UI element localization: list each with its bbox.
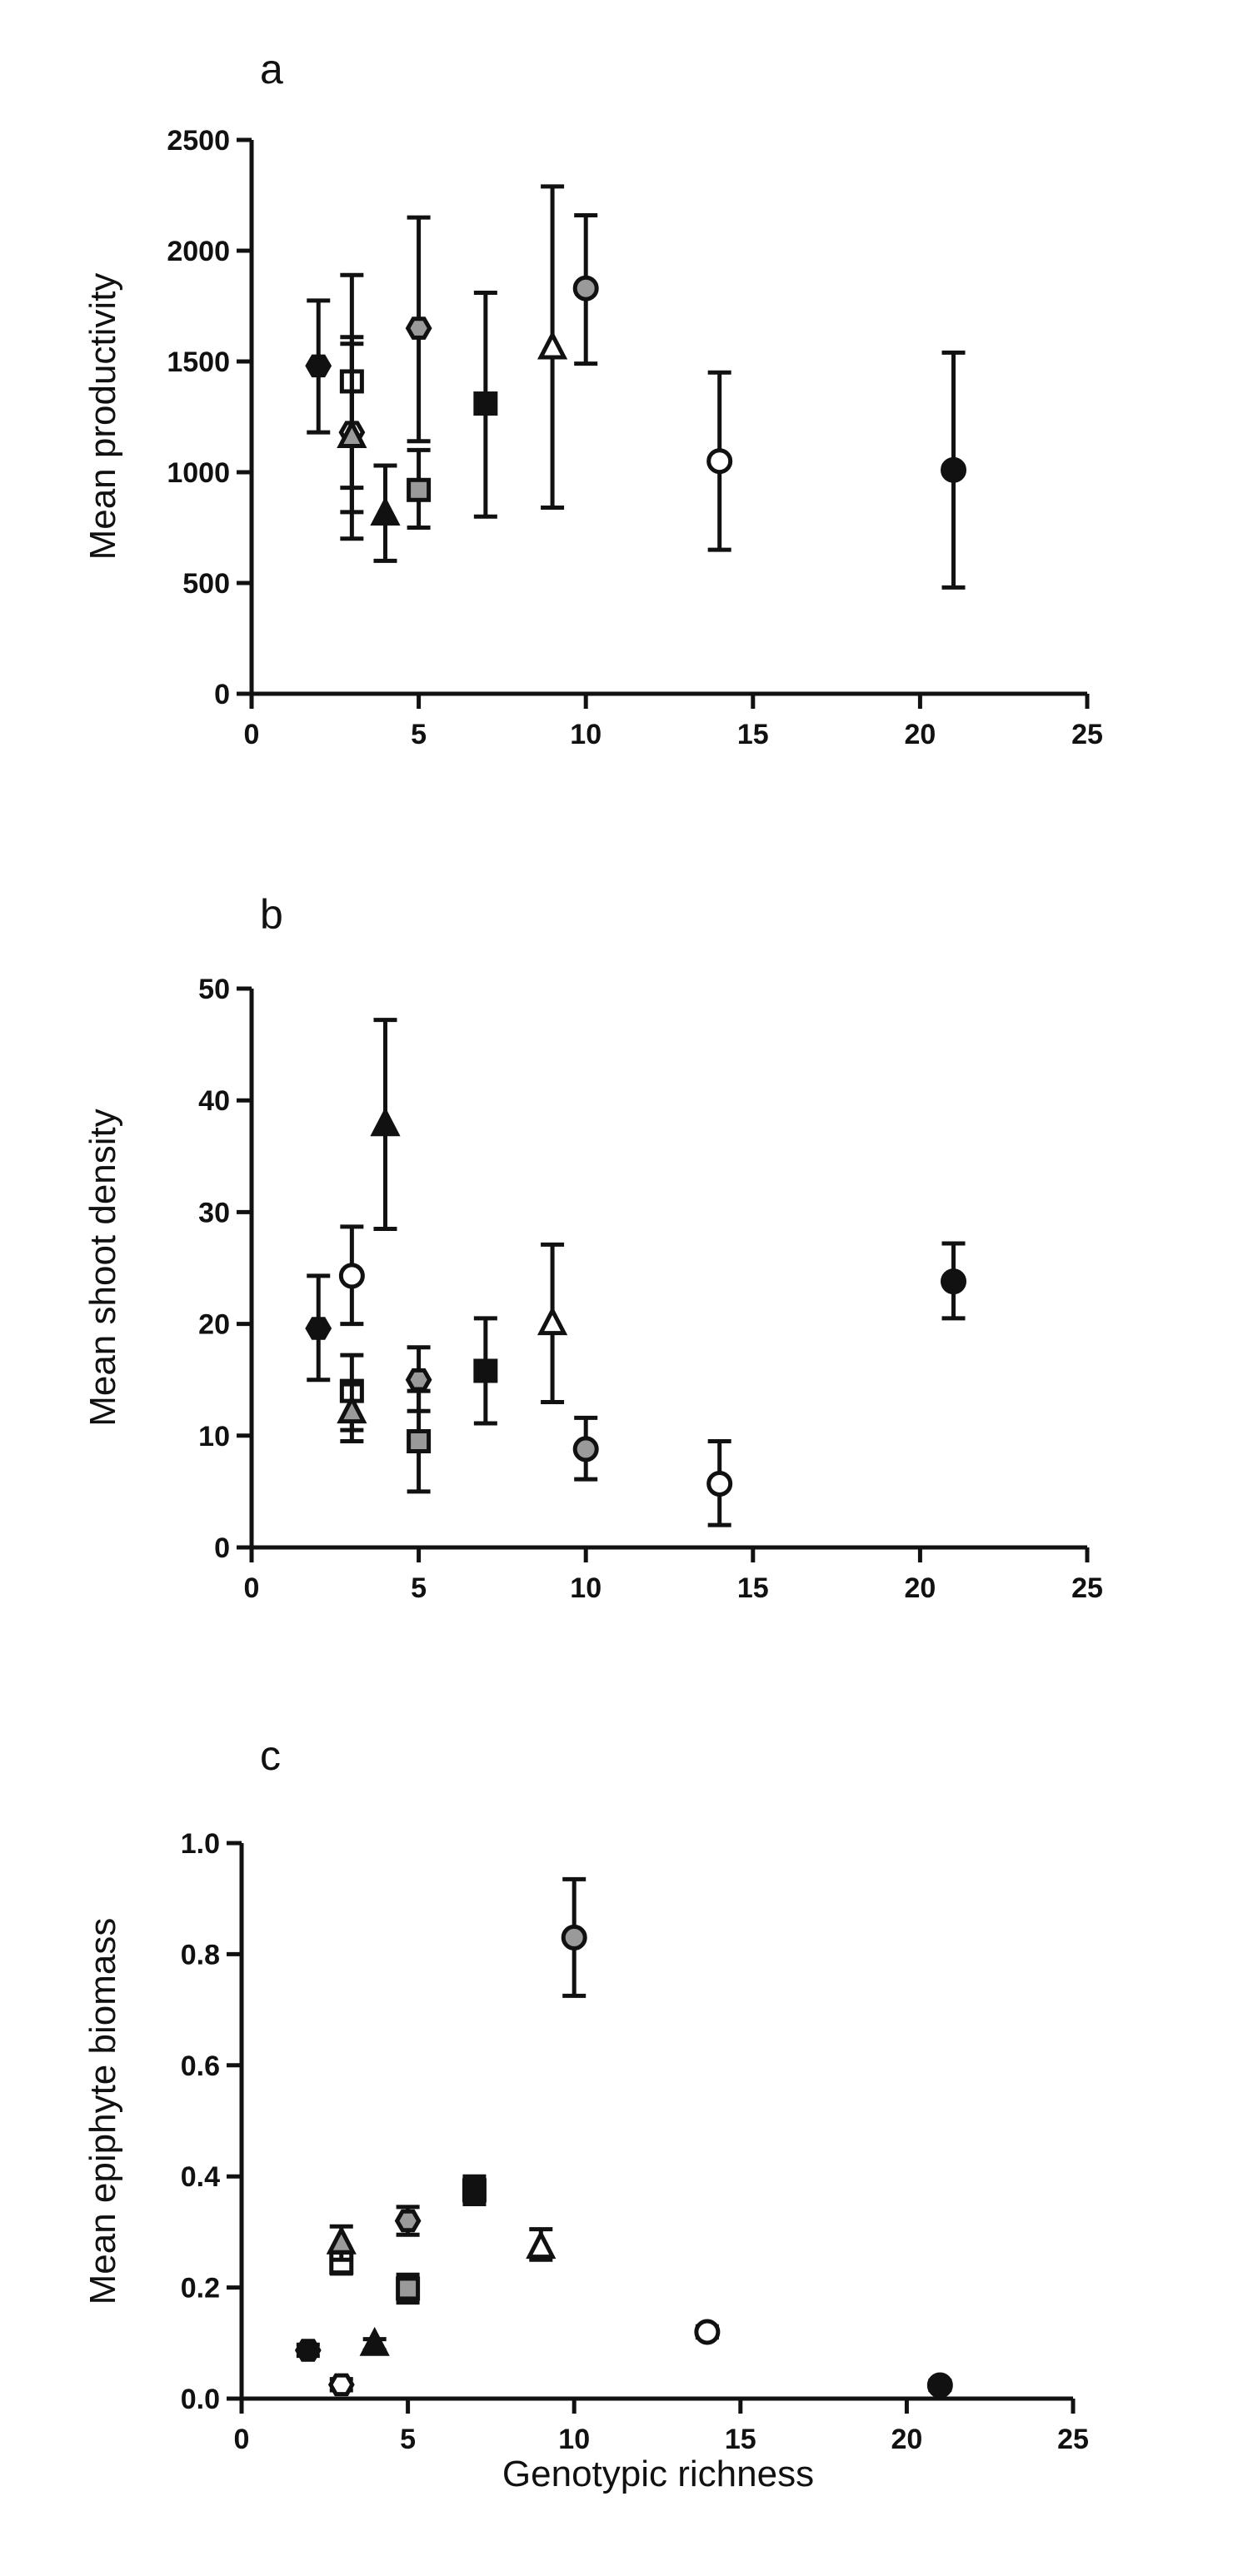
data-point-circle (926, 2372, 953, 2399)
y-tick-label: 10 (198, 1421, 230, 1452)
x-tick-label: 15 (737, 719, 769, 750)
y-tick-label: 0.0 (181, 2384, 220, 2415)
data-point-triangle (537, 1306, 568, 1336)
y-tick-label: 0 (214, 1532, 230, 1564)
x-tick-label: 5 (411, 719, 427, 750)
y-tick-label: 0.2 (181, 2273, 220, 2304)
data-point-square (462, 2178, 487, 2203)
x-tick-label: 20 (904, 1572, 936, 1604)
x-tick-label: 25 (1071, 1572, 1103, 1604)
data-point-square (396, 2276, 421, 2301)
y-tick-label: 0.4 (181, 2161, 220, 2193)
data-point-square (473, 1358, 498, 1383)
data-point-triangle (370, 1107, 401, 1137)
x-tick-label: 15 (725, 2424, 756, 2455)
x-tick-label: 10 (570, 719, 602, 750)
data-point-circle (941, 1268, 967, 1295)
y-tick-label: 30 (198, 1197, 230, 1228)
x-tick-label: 25 (1057, 2424, 1089, 2455)
data-point-hexagon (305, 354, 332, 378)
data-point-triangle (337, 419, 367, 448)
data-point-triangle (359, 2326, 390, 2356)
x-tick-label: 5 (400, 2424, 416, 2455)
data-point-square (473, 391, 498, 416)
plot-area: 0 500 1000 1500 2000 2500 0 5 10 15 20 25 (167, 125, 1103, 750)
data-point-circle (572, 275, 599, 301)
data-point-circle (706, 1471, 733, 1497)
panel-label: a (260, 46, 283, 92)
data-point-hexagon (305, 1317, 332, 1340)
data-point-hexagon (294, 2339, 322, 2362)
plot-area: 0.0 0.2 0.4 0.6 0.8 1.0 0 5 10 15 20 25 (181, 1828, 1089, 2455)
y-axis-title: Mean epiphyte biomass (82, 1918, 123, 2305)
x-tick-label: 10 (558, 2424, 590, 2455)
data-point-hexagon (405, 316, 432, 340)
y-tick-label: 2000 (167, 236, 230, 267)
x-tick-label: 0 (234, 2424, 250, 2455)
x-tick-label: 15 (737, 1572, 769, 1604)
y-tick-label: 2500 (167, 125, 230, 157)
y-tick-label: 500 (182, 568, 230, 600)
data-point-circle (338, 1263, 365, 1289)
data-point-circle (694, 2319, 721, 2345)
panel-label: b (260, 891, 283, 938)
panel-c: c Mean epiphyte biomass Genotypic richne… (82, 1732, 1089, 2494)
data-point-triangle (370, 496, 401, 526)
data-point-circle (561, 1924, 587, 1951)
data-point-hexagon (327, 2373, 355, 2397)
plot-area: 0 10 20 30 40 50 0 5 10 15 20 25 (198, 974, 1103, 1604)
y-tick-label: 1000 (167, 457, 230, 489)
panel-a: a Mean productivity 05001000150020002500… (82, 46, 1103, 750)
x-tick-label: 25 (1071, 719, 1103, 750)
data-point-triangle (526, 2230, 557, 2260)
x-axis-title: Genotypic richness (502, 2454, 814, 2494)
data-point-circle (941, 456, 967, 483)
data-point-circle (572, 1436, 599, 1462)
y-axis-title: Mean shoot density (82, 1109, 123, 1427)
y-tick-label: 0.6 (181, 2050, 220, 2082)
y-tick-label: 20 (198, 1309, 230, 1341)
y-tick-label: 1.0 (181, 1828, 220, 1860)
data-point-triangle (326, 2225, 357, 2255)
x-tick-label: 20 (904, 719, 936, 750)
y-tick-label: 50 (198, 974, 230, 1005)
data-point-circle (706, 448, 733, 475)
data-point-hexagon (405, 1368, 432, 1392)
panel-b: b Mean shoot density 0 10 20 30 40 50 0 5 10 15 20… (82, 891, 1103, 1604)
x-tick-label: 0 (244, 1572, 260, 1604)
x-tick-label: 5 (411, 1572, 427, 1604)
y-tick-label: 0 (214, 679, 230, 710)
data-point-square (407, 477, 432, 502)
y-tick-label: 40 (198, 1085, 230, 1117)
x-tick-label: 20 (891, 2424, 922, 2455)
data-point-triangle (337, 1394, 367, 1424)
x-tick-label: 10 (570, 1572, 602, 1604)
x-tick-label: 0 (244, 719, 260, 750)
data-point-hexagon (394, 2209, 422, 2233)
data-point-triangle (537, 330, 568, 360)
panel-label: c (260, 1732, 281, 1779)
y-axis-title: Mean productivity (82, 273, 123, 561)
data-point-square (407, 1429, 432, 1454)
y-tick-label: 0.8 (181, 1939, 220, 1971)
y-tick-label: 1500 (167, 346, 230, 378)
